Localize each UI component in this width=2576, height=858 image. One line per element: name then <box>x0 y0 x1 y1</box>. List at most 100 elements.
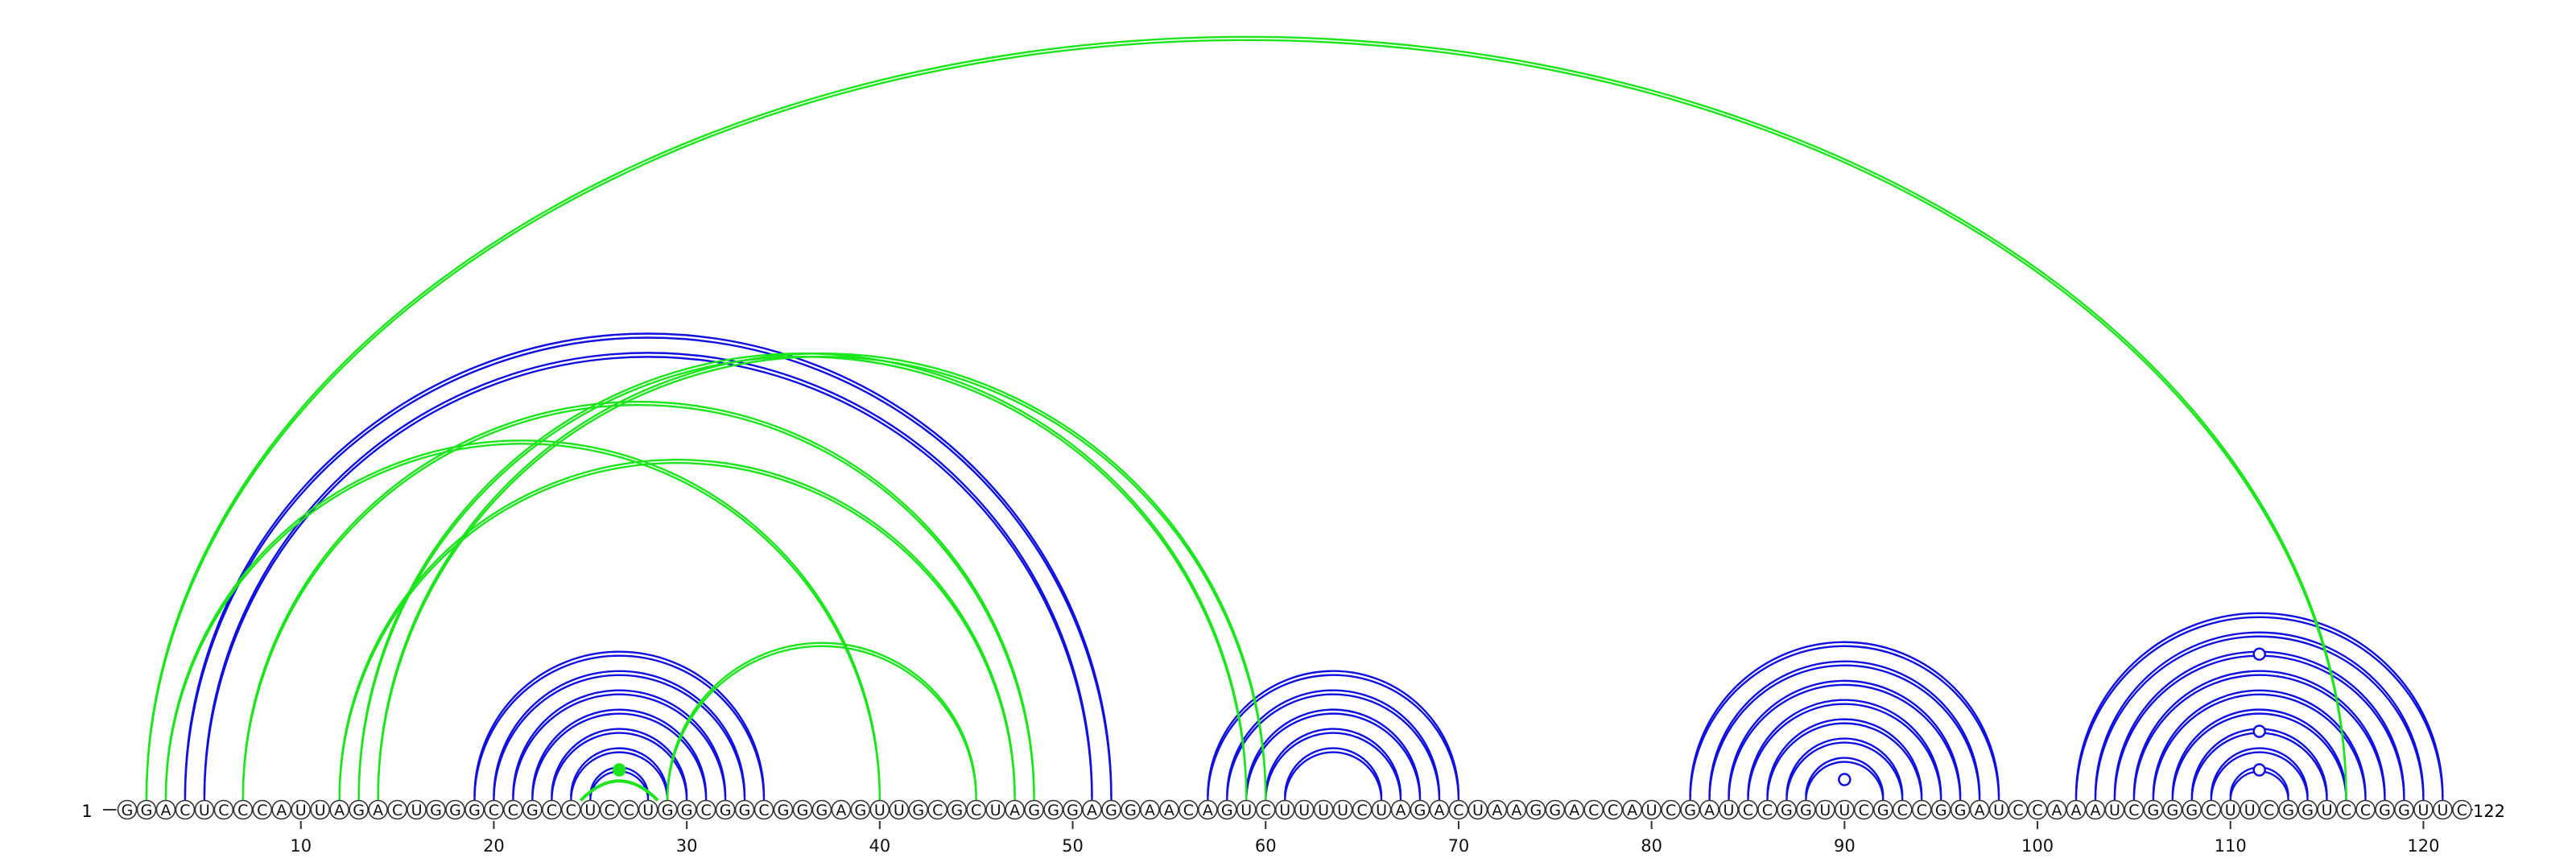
nucleotide-circle <box>1969 799 1990 820</box>
nucleotide-circle <box>1179 799 1199 820</box>
nucleotide-circle <box>1950 799 1971 820</box>
nucleotide: C <box>1255 799 1276 820</box>
nucleotide-letter: C <box>180 802 190 819</box>
nucleotide: C <box>2027 799 2048 820</box>
nucleotide-letter: A <box>334 802 345 819</box>
sequence-start-label: 1 <box>81 802 92 821</box>
nucleotide-letter: C <box>624 802 634 819</box>
nucleotide-letter: C <box>1453 802 1463 819</box>
nucleotide: A <box>1005 799 1025 820</box>
blue-pair-arc <box>1245 712 1422 801</box>
nucleotide-letter: U <box>1298 802 1310 819</box>
blue-pair-arc <box>1747 703 1942 801</box>
nucleotide: G <box>2278 799 2298 820</box>
blue-pair-arc <box>203 352 1093 797</box>
nucleotide-letter: C <box>2457 802 2467 819</box>
nucleotide-letter: G <box>1221 802 1233 819</box>
nucleotide-letter: G <box>1125 802 1137 819</box>
nucleotide-letter: G <box>1028 802 1040 819</box>
nucleotide-circle <box>407 799 427 820</box>
green-pair-arc <box>377 353 1267 798</box>
nucleotide-letter: G <box>1781 802 1793 819</box>
nucleotide-letter: C <box>508 802 518 819</box>
nucleotide: A <box>1699 799 1719 820</box>
nucleotide-circle <box>1525 799 1546 820</box>
nucleotide-letter: A <box>1164 802 1174 819</box>
nucleotide-letter: G <box>1935 802 1947 819</box>
nucleotide-circle <box>2124 799 2145 820</box>
nucleotide-letter: C <box>2128 802 2139 819</box>
nucleotide: A <box>1082 799 1102 820</box>
blue-pair-arc <box>2210 747 2309 797</box>
nucleotide-letter: U <box>315 802 326 819</box>
nucleotide: C <box>213 799 234 820</box>
nucleotide: C <box>1448 799 1469 820</box>
nucleotide: G <box>349 799 369 820</box>
nucleotide-letter: C <box>489 802 499 819</box>
nucleotide: C <box>2259 799 2279 820</box>
nucleotide-circle <box>155 799 176 820</box>
nucleotide-circle <box>2008 799 2029 820</box>
nucleotide: G <box>1024 799 1044 820</box>
blue-pair-arc <box>2210 751 2309 801</box>
nucleotide-letter: U <box>642 802 654 819</box>
nucleotide-letter: C <box>700 802 711 819</box>
blue-pair-arc <box>1207 674 1460 801</box>
nucleotide-circle <box>1294 799 1315 820</box>
blue-pair-arc <box>570 751 669 801</box>
nucleotide-letter: G <box>739 802 751 819</box>
nucleotide: C <box>542 799 562 820</box>
nucleotide-letter: U <box>295 802 307 819</box>
nucleotide-circle <box>2259 799 2279 820</box>
nucleotide-letter: C <box>1897 802 1908 819</box>
nucleotide-letter: C <box>1608 802 1618 819</box>
nucleotide: A <box>1969 799 1990 820</box>
nucleotide-letter: C <box>566 802 576 819</box>
nucleotide: C <box>1661 799 1681 820</box>
blue-pair-arc <box>2094 631 2425 797</box>
nucleotide-letter: U <box>874 802 886 819</box>
nucleotide: G <box>522 799 543 820</box>
blue-pair-arc <box>184 336 1113 801</box>
nucleotide-circle <box>1121 799 1141 820</box>
nucleotide-letter: C <box>758 802 769 819</box>
nucleotide-circle <box>811 799 832 820</box>
nucleotide-letter: C <box>2013 802 2023 819</box>
arc-markers <box>612 647 2266 786</box>
nucleotide-letter: G <box>854 802 866 819</box>
green-loop-arc <box>579 779 659 802</box>
nucleotide-letter: A <box>1492 802 1502 819</box>
blue-pair-arc <box>1785 741 1904 801</box>
blue-pair-arc <box>512 693 727 801</box>
nucleotide-circle <box>618 799 639 820</box>
nucleotide-circle <box>1545 799 1566 820</box>
nucleotide: U <box>2240 799 2260 820</box>
nucleotide-circle <box>1719 799 1739 820</box>
nucleotide-circle <box>1082 799 1102 820</box>
nucleotide: G <box>1545 799 1566 820</box>
blue-pair-arc <box>493 674 746 801</box>
nucleotide-circle <box>2046 799 2067 820</box>
blue-pair-arc <box>2074 612 2444 797</box>
nucleotide-letter: U <box>1472 802 1484 819</box>
nucleotide: C <box>966 799 986 820</box>
open-marker <box>2252 724 2266 738</box>
nucleotide-circle <box>1872 799 1893 820</box>
nucleotide-letter: G <box>430 802 442 819</box>
nucleotide-letter: U <box>1819 802 1831 819</box>
nucleotide: C <box>599 799 620 820</box>
nucleotide: G <box>1777 799 1797 820</box>
nucleotide: G <box>1950 799 1971 820</box>
nucleotide: G <box>136 799 157 820</box>
nucleotide-circle <box>1101 799 1121 820</box>
nucleotide-letter: A <box>1434 802 1444 819</box>
nucleotide: A <box>368 799 388 820</box>
nucleotide-circle <box>464 799 485 820</box>
nucleotide-circle <box>1988 799 2009 820</box>
nucleotide-letter: C <box>1356 802 1367 819</box>
nucleotide: G <box>117 799 138 820</box>
nucleotide-letter: C <box>1762 802 1773 819</box>
nucleotide-letter: G <box>1684 802 1696 819</box>
